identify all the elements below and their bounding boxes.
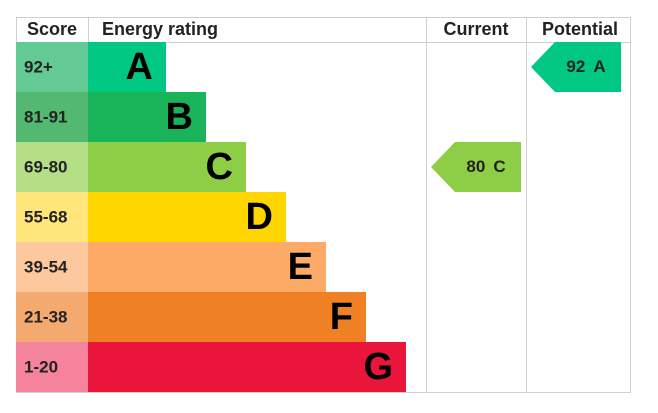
potential-arrow — [531, 42, 621, 92]
score-label: 21-38 — [24, 307, 67, 326]
score-label: 1-20 — [24, 357, 58, 376]
current-label: 80 C — [466, 157, 505, 176]
current-value: 80 — [466, 157, 485, 176]
rating-letter: F — [330, 296, 353, 338]
header-rating: Energy rating — [102, 19, 218, 39]
current-arrow — [431, 142, 521, 192]
score-cell — [16, 42, 88, 92]
rating-letter: B — [166, 96, 193, 138]
score-label: 69-80 — [24, 157, 67, 176]
header-score: Score — [27, 19, 77, 39]
score-cell — [16, 242, 88, 292]
potential-label: 92 A — [566, 57, 605, 76]
rating-letter: C — [206, 146, 233, 188]
rating-bar — [88, 92, 206, 142]
rating-bar — [88, 342, 406, 392]
potential-letter: A — [593, 57, 605, 76]
rating-letter: D — [246, 196, 273, 238]
rating-letter: E — [288, 246, 313, 288]
score-label: 39-54 — [24, 257, 68, 276]
score-cell — [16, 92, 88, 142]
rating-bar — [88, 292, 366, 342]
score-label: 81-91 — [24, 107, 67, 126]
score-cell — [16, 192, 88, 242]
current-letter: C — [493, 157, 505, 176]
rating-letter: G — [363, 346, 393, 388]
rating-bar — [88, 192, 286, 242]
rating-bar — [88, 42, 166, 92]
header-current: Current — [443, 19, 508, 39]
score-label: 55-68 — [24, 207, 67, 226]
score-label: 92+ — [24, 57, 53, 76]
score-cell — [16, 142, 88, 192]
rating-letter: A — [126, 46, 153, 88]
score-cell — [16, 292, 88, 342]
score-cell — [16, 342, 88, 392]
rating-bar — [88, 142, 246, 192]
rating-bar — [88, 242, 326, 292]
header-potential: Potential — [542, 19, 618, 39]
potential-value: 92 — [566, 57, 585, 76]
